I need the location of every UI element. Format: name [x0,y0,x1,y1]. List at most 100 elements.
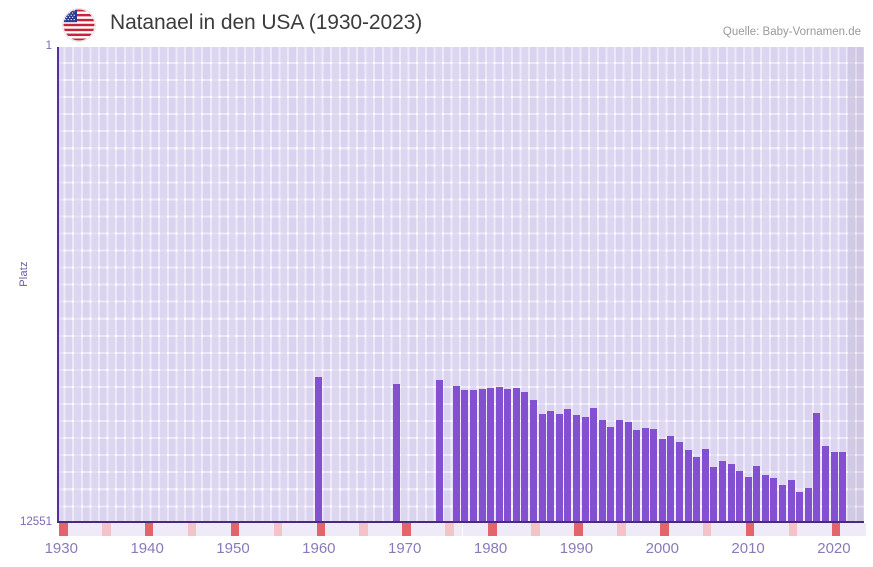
x-axis-tick [582,523,592,536]
x-axis-tick [453,523,463,536]
bar [315,377,323,521]
x-axis-tick [625,523,635,536]
bar [521,392,529,521]
x-axis-tick [196,523,205,536]
x-axis-tick [634,523,643,536]
x-axis-tick [247,523,257,536]
x-axis-tick [694,523,703,536]
x-axis-label: 1980 [473,540,508,557]
x-axis-tick [282,523,291,536]
bar [693,457,701,521]
x-axis-tick [737,523,746,536]
bar [469,390,477,521]
x-axis-tick [651,523,660,536]
bar [796,492,804,521]
x-axis-tick [419,523,429,536]
bar [590,408,598,521]
x-axis-tick [127,523,137,536]
bar [779,485,787,521]
source-label: Quelle: Baby-Vornamen.de [722,26,861,38]
y-axis-title: Platz [18,261,30,287]
x-axis-label: 2010 [731,540,765,557]
x-axis-tick [771,523,781,536]
x-axis-tick [642,523,652,536]
x-axis-tick [256,523,266,536]
bar [744,477,752,521]
x-axis-tick [711,523,721,536]
bar [598,420,606,521]
bar [435,380,443,521]
bar [633,430,641,521]
x-axis-tick [531,523,540,536]
bar [839,452,847,521]
x-axis-tick [574,523,583,536]
bar [718,461,726,521]
x-axis-tick [471,523,480,536]
x-axis-tick [119,523,128,536]
bar [392,384,400,521]
bar [770,478,778,521]
x-axis-tick [488,523,497,536]
bar [581,417,589,521]
x-axis-tick [136,523,145,536]
x-axis-tick [222,523,231,536]
x-axis-tick [436,523,446,536]
bar [530,400,538,521]
x-axis-label: 1990 [559,540,594,557]
bar [650,429,658,521]
x-axis-tick [144,523,154,536]
x-axis-tick [608,523,618,536]
bar [710,467,718,521]
x-axis-tick [762,523,772,536]
x-axis-tick [350,523,360,536]
x-axis-tick [59,523,68,536]
bar [564,409,572,521]
bar [504,389,512,521]
x-axis-tick [428,523,437,536]
x-axis-tick [299,523,308,536]
bar [452,386,460,521]
x-axis-tick [668,523,678,536]
x-axis-tick [110,523,120,536]
x-axis-tick [728,523,738,536]
x-axis-tick [556,523,566,536]
x-axis-tick [93,523,102,536]
x-axis-tick [316,523,326,536]
x-axis-tick [239,523,248,536]
x-axis-tick [368,523,377,536]
x-axis-tick [857,523,866,536]
bar [495,387,503,521]
bar [787,480,795,521]
x-axis-tick [462,523,472,536]
x-axis-tick [685,523,695,536]
x-axis-tick [848,523,858,536]
x-axis-tick [76,523,85,536]
x-axis-tick [677,523,686,536]
x-axis-tick [162,523,171,536]
bar [804,488,812,521]
x-axis-tick [376,523,386,536]
plot-grid-stripes [57,47,864,521]
x-axis-label: 1940 [130,540,164,557]
x-axis-tick [780,523,789,536]
x-axis-tick [393,523,403,536]
y-axis-line [57,47,59,521]
bar [667,436,675,521]
x-axis-tick [187,523,197,536]
bar [753,466,761,521]
chart-header: Natanael in den USA (1930-2023) Quelle: … [0,0,873,44]
bar [512,388,520,521]
x-axis-tick [522,523,532,536]
x-axis-label: 1950 [216,540,250,557]
x-axis-tick [67,523,77,536]
x-axis-tick [745,523,755,536]
x-axis-tick [204,523,214,536]
bar [701,449,709,521]
x-axis-tick [179,523,188,536]
bar [727,464,735,521]
x-axis-tick [702,523,712,536]
bar [684,450,692,521]
bar [658,439,666,521]
us-flag-icon [63,9,95,41]
